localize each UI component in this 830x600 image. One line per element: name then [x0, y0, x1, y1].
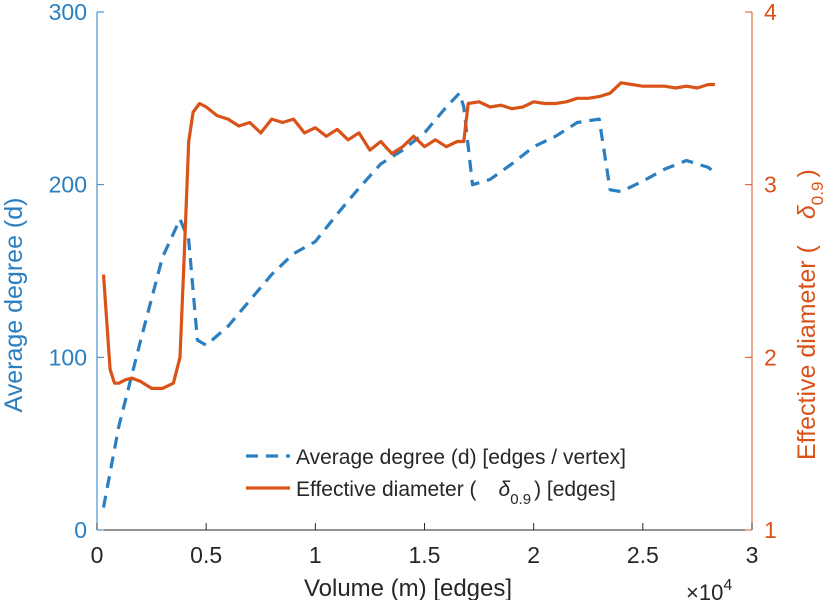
x-tick-label: 3 [746, 542, 759, 568]
x-tick-label: 2 [527, 542, 540, 568]
legend-label-average-degree: Average degree (d) [edges / vertex] [296, 446, 626, 469]
series-layer [101, 81, 716, 508]
y-right-tick-label: 1 [764, 517, 777, 543]
y-left-axis-label: Average degree (d) [0, 198, 28, 413]
x-tick-label: 0 [91, 542, 104, 568]
y-right-tick-label: 2 [764, 344, 777, 370]
x-tick-label: 2.5 [627, 542, 659, 568]
x-tick-label: 1 [309, 542, 322, 568]
average-degree-line [101, 91, 716, 508]
y-right-axis-label: Effective diameter (δ0.9) [793, 169, 827, 460]
y-left-tick-label: 0 [74, 517, 87, 543]
x-tick-label: 1.5 [409, 542, 441, 568]
y-right-tick-label: 4 [764, 0, 777, 25]
y-left-tick-label: 200 [49, 172, 87, 198]
y-left-tick-label: 300 [49, 0, 87, 25]
x-exponent-label: ×104 [686, 577, 732, 600]
legend-label-effective-diameter: Effective diameter (δ0.9) [edges] [296, 478, 616, 508]
x-tick-label: 0.5 [190, 542, 222, 568]
y-right-tick-label: 3 [764, 172, 777, 198]
x-axis-label: Volume (m) [edges] [304, 575, 512, 600]
effective-diameter-line [101, 81, 715, 390]
y-left-tick-label: 100 [49, 344, 87, 370]
legend: Average degree (d) [edges / vertex] Effec… [246, 446, 626, 508]
